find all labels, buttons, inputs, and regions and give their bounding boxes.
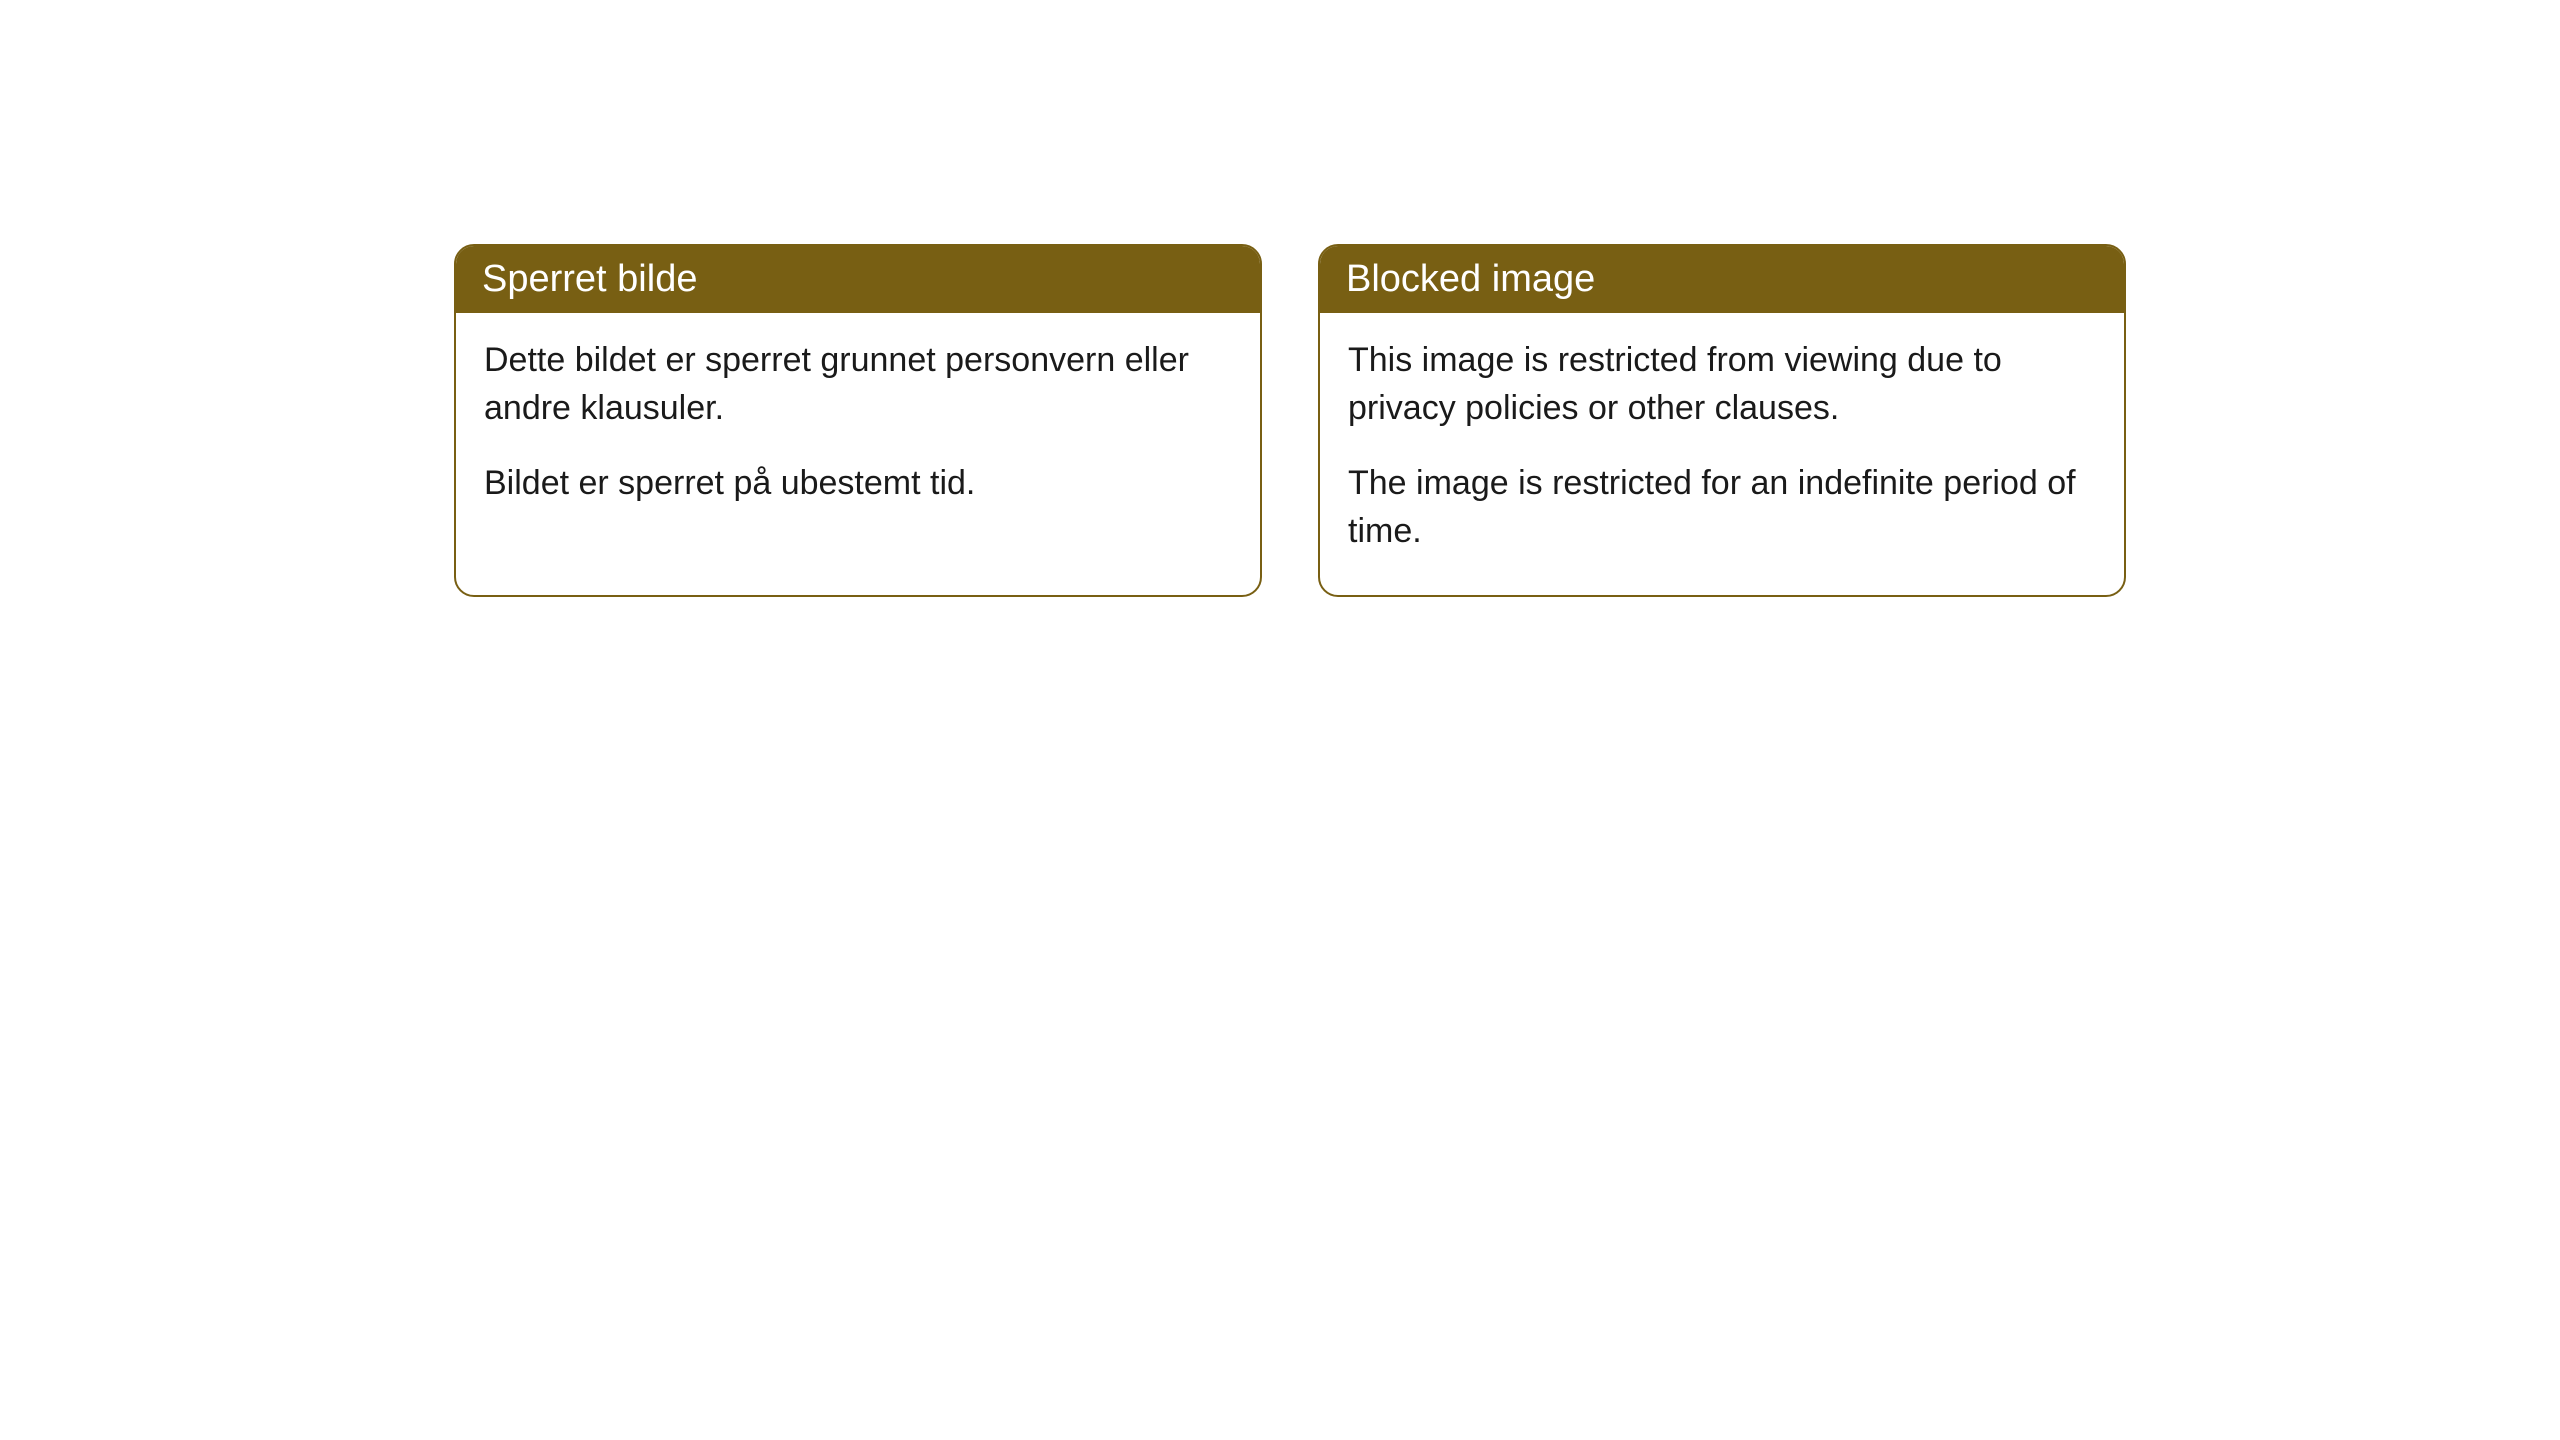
card-title: Blocked image xyxy=(1346,258,1595,300)
card-body: Dette bildet er sperret grunnet personve… xyxy=(456,313,1260,548)
card-paragraph: This image is restricted from viewing du… xyxy=(1348,337,2096,432)
card-title: Sperret bilde xyxy=(482,258,697,300)
card-paragraph: Dette bildet er sperret grunnet personve… xyxy=(484,337,1232,432)
notice-card-english: Blocked image This image is restricted f… xyxy=(1318,244,2126,597)
notice-card-norwegian: Sperret bilde Dette bildet er sperret gr… xyxy=(454,244,1262,597)
card-paragraph: The image is restricted for an indefinit… xyxy=(1348,460,2096,555)
card-body: This image is restricted from viewing du… xyxy=(1320,313,2124,595)
card-header: Sperret bilde xyxy=(456,246,1260,313)
card-header: Blocked image xyxy=(1320,246,2124,313)
notice-cards-container: Sperret bilde Dette bildet er sperret gr… xyxy=(454,244,2126,597)
card-paragraph: Bildet er sperret på ubestemt tid. xyxy=(484,460,1232,508)
